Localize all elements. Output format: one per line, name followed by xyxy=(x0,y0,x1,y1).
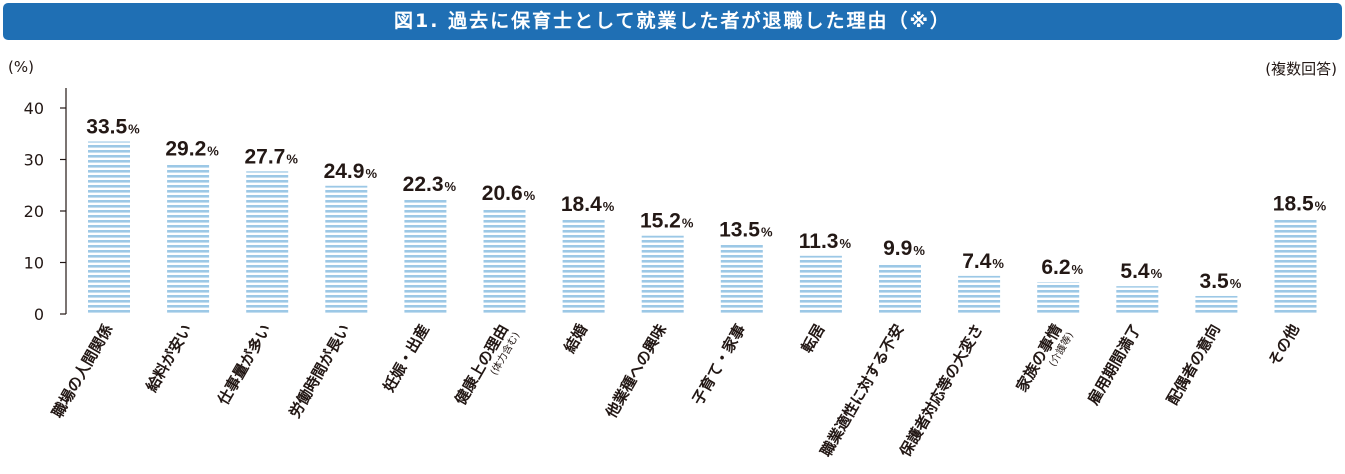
category-label-text: 雇用期間満了 xyxy=(1084,321,1145,408)
category-label-text: 妊娠・出産 xyxy=(380,321,433,395)
category-label: 結婚 xyxy=(560,321,591,356)
data-label: 3.5% xyxy=(1200,270,1242,293)
data-labels: 33.5% 29.2% 27.7% 24.9% 22.3% 20.6% 18.4% 15.2%… xyxy=(86,115,1326,293)
data-label: 20.6% xyxy=(482,182,536,205)
bar xyxy=(483,207,526,314)
category-label: 健康上の理由(体力含む) xyxy=(451,321,522,408)
category-label: その他 xyxy=(1265,321,1303,369)
bar xyxy=(246,171,289,314)
category-label: 仕事量が多い xyxy=(214,321,275,409)
category-label: 子育て・家事 xyxy=(689,321,750,408)
category-label-text: その他 xyxy=(1265,321,1303,369)
chart-title: 図1. 過去に保育士として就業した者が退職した理由（※） xyxy=(394,10,951,32)
data-label: 22.3% xyxy=(403,173,457,196)
y-axis-unit-label: (%) xyxy=(8,58,34,76)
bar-series xyxy=(88,141,1317,314)
data-label: 11.3% xyxy=(799,230,852,253)
bar xyxy=(958,275,1001,314)
category-label: 妊娠・出産 xyxy=(380,321,433,395)
data-label: 15.2% xyxy=(640,210,694,233)
data-label: 18.5% xyxy=(1273,193,1327,216)
bar xyxy=(88,141,130,314)
category-label-text: 給料が安い xyxy=(142,321,195,395)
category-label-text: 子育て・家事 xyxy=(689,321,750,408)
category-label-text: 配偶者の意向 xyxy=(1163,321,1224,408)
bar xyxy=(720,244,763,314)
y-axis: 0 10 20 30 40 xyxy=(24,88,67,324)
bar xyxy=(1116,286,1159,314)
category-label-text: 職場の人間関係 xyxy=(48,321,116,421)
y-tick-label: 20 xyxy=(24,202,44,221)
category-label: 他業種への興味 xyxy=(602,321,671,422)
data-label: 24.9% xyxy=(324,160,378,183)
bar xyxy=(562,219,605,314)
category-label: 職場の人間関係 xyxy=(48,321,116,421)
data-label: 9.9% xyxy=(883,237,925,260)
category-label-text: 労働時間が長い xyxy=(286,321,354,421)
y-tick-label: 0 xyxy=(34,305,44,324)
category-label: 転居 xyxy=(798,321,829,356)
category-label: 配偶者の意向 xyxy=(1163,321,1224,408)
data-label: 27.7% xyxy=(244,145,298,168)
bar xyxy=(325,185,368,314)
category-label-text: 他業種への興味 xyxy=(602,321,671,422)
y-tick-label: 40 xyxy=(24,99,44,118)
category-label: 保護者対応等の大変さ xyxy=(895,321,986,461)
data-label: 13.5% xyxy=(719,218,773,241)
bar xyxy=(1274,218,1317,314)
category-label: 雇用期間満了 xyxy=(1084,321,1145,408)
data-label: 7.4% xyxy=(962,250,1004,273)
chart-title-bar: 図1. 過去に保育士として就業した者が退職した理由（※） xyxy=(3,3,1342,40)
multiple-answer-note: (複数回答) xyxy=(1265,60,1337,78)
data-label: 33.5% xyxy=(86,115,140,138)
category-label: 労働時間が長い xyxy=(286,321,354,421)
category-labels: 職場の人間関係 給料が安い 仕事量が多い 労働時間が長い 妊娠・出産 健康上の理由(体力含… xyxy=(48,321,1303,461)
bar xyxy=(1037,282,1080,314)
data-label: 29.2% xyxy=(165,138,219,161)
bar xyxy=(641,235,684,314)
category-label-text: 転居 xyxy=(798,321,829,356)
category-label: 家族の事情(介護等) xyxy=(1013,321,1077,395)
y-tick-label: 10 xyxy=(24,254,44,273)
category-label-text: 結婚 xyxy=(560,321,591,356)
y-tick-label: 30 xyxy=(24,151,44,170)
bar xyxy=(1195,295,1238,314)
data-label: 18.4% xyxy=(561,193,615,216)
category-label: 給料が安い xyxy=(142,321,195,395)
category-label-text: 保護者対応等の大変さ xyxy=(895,321,986,461)
bar xyxy=(167,163,210,314)
category-label: 職業適性に対する不安 xyxy=(817,321,908,460)
category-label-text: 職業適性に対する不安 xyxy=(817,321,908,460)
data-label: 5.4% xyxy=(1120,260,1162,283)
data-label: 6.2% xyxy=(1041,256,1083,279)
category-label-text: 仕事量が多い xyxy=(214,321,275,409)
bar xyxy=(799,255,842,314)
bar xyxy=(404,199,447,314)
bar xyxy=(879,263,921,314)
